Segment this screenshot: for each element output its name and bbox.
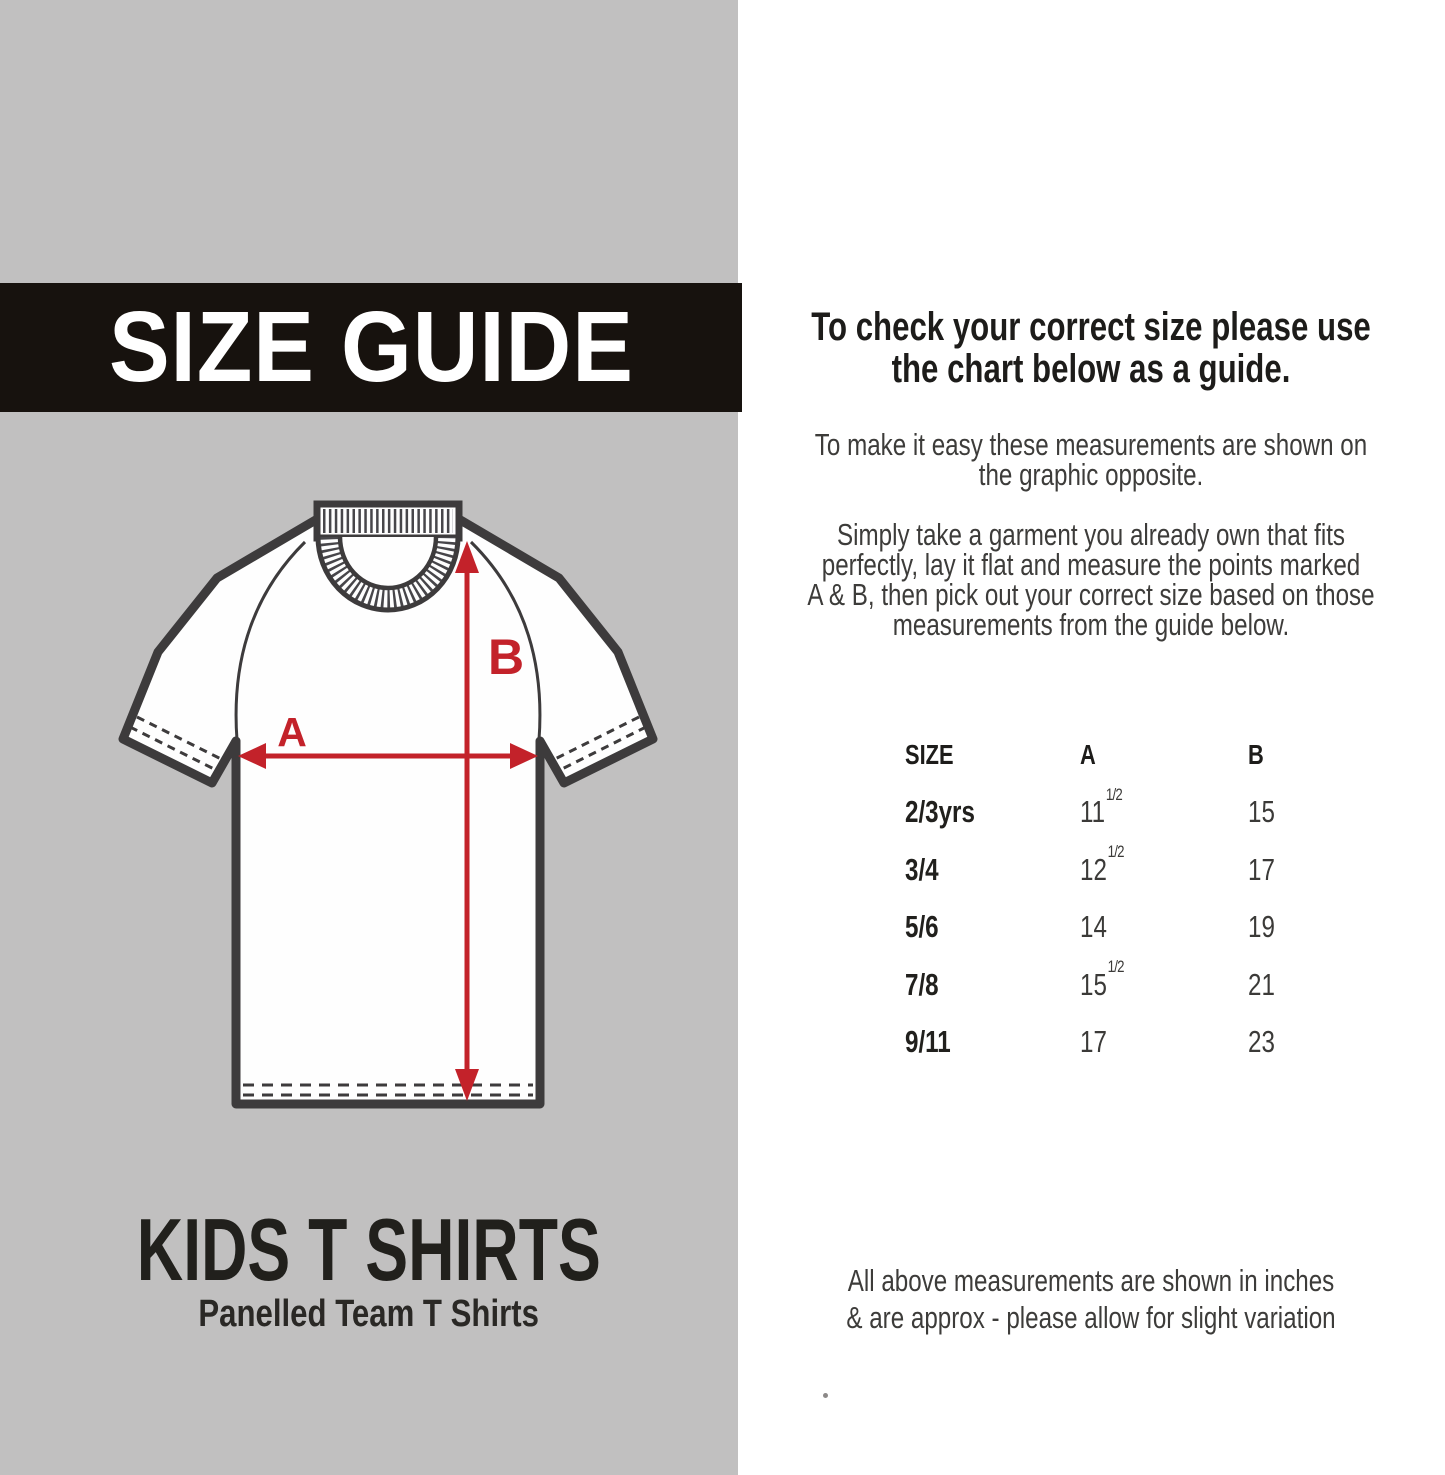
intro-line-1: To make it easy these measurements are s… <box>814 427 1368 462</box>
header-a: A <box>1080 738 1096 770</box>
header-b: B <box>1248 738 1264 770</box>
instructions-line-2: perfectly, lay it flat and measure the p… <box>821 547 1361 582</box>
collar-ribbing <box>315 536 461 613</box>
collar-band <box>313 500 463 542</box>
instructions-line-1: Simply take a garment you already own th… <box>836 517 1346 552</box>
armhole-seam-right <box>469 540 542 741</box>
banner-title: SIZE GUIDE <box>108 291 634 403</box>
instructions-text: Simply take a garment you already own th… <box>807 517 1374 642</box>
length-label-b: B <box>488 629 524 685</box>
fraction: 1/2 <box>1107 957 1125 977</box>
row-size-label: 3/4 <box>905 851 939 887</box>
tshirt-measurement-diagram: A B <box>118 500 658 1109</box>
table-row: 2/3yrs 111/2 15 <box>905 784 1325 842</box>
product-title-block: KIDS T SHIRTS <box>0 1204 738 1296</box>
row-size-label: 7/8 <box>905 966 939 1002</box>
product-title: KIDS T SHIRTS <box>137 1200 601 1299</box>
row-a-value: 14 <box>1080 909 1107 945</box>
product-subtitle-block: Panelled Team T Shirts <box>0 1294 738 1334</box>
hem-stitching <box>243 1083 533 1097</box>
table-row: 9/11 17 23 <box>905 1014 1325 1072</box>
cuff-stitching-right <box>552 715 647 772</box>
header-size: SIZE <box>905 738 954 770</box>
fraction: 1/2 <box>1105 784 1123 804</box>
intro-text: To make it easy these measurements are s… <box>814 427 1368 492</box>
table-row: 3/4 121/2 17 <box>905 841 1325 899</box>
size-table-header-row: SIZE A B <box>905 726 1325 784</box>
row-b-value: 19 <box>1248 909 1275 945</box>
row-a-value: 111/2 <box>1080 784 1123 830</box>
footnote-line-2: & are approx - please allow for slight v… <box>846 1300 1336 1335</box>
length-arrow-b <box>455 541 479 1101</box>
product-subtitle: Panelled Team T Shirts <box>198 1293 540 1335</box>
row-b-value: 23 <box>1248 1024 1275 1060</box>
row-size-label: 5/6 <box>905 909 939 945</box>
width-label-a: A <box>277 709 307 755</box>
fraction: 1/2 <box>1107 842 1125 862</box>
row-b-value: 21 <box>1248 966 1275 1002</box>
instructions-line-3: A & B, then pick out your correct size b… <box>807 577 1375 612</box>
row-b-value: 17 <box>1248 851 1275 887</box>
row-size-label: 9/11 <box>905 1024 951 1060</box>
armhole-seam-left <box>234 540 307 741</box>
footnote-line-1: All above measurements are shown in inch… <box>847 1263 1335 1298</box>
width-arrow-a <box>238 743 538 769</box>
check-size-heading: To check your correct size please use th… <box>811 306 1371 391</box>
row-a-value: 121/2 <box>1080 842 1125 887</box>
size-table: SIZE A B 2/3yrs 111/2 15 3/4 121/2 17 5/… <box>905 726 1325 1071</box>
row-b-value: 15 <box>1248 794 1275 830</box>
print-artifact-dot <box>823 1393 828 1398</box>
heading-line-1: To check your correct size please use <box>811 305 1371 349</box>
intro-line-2: the graphic opposite. <box>978 457 1204 492</box>
row-size-label: 2/3yrs <box>905 794 975 830</box>
instructions-line-4: measurements from the guide below. <box>892 607 1290 642</box>
cuff-stitching-left <box>129 715 224 772</box>
size-guide-banner: SIZE GUIDE <box>0 283 742 412</box>
row-a-value: 151/2 <box>1080 957 1125 1002</box>
table-row: 7/8 151/2 21 <box>905 956 1325 1014</box>
heading-line-2: the chart below as a guide. <box>891 347 1291 391</box>
footnote-text: All above measurements are shown in inch… <box>815 1262 1367 1336</box>
table-row: 5/6 14 19 <box>905 899 1325 957</box>
row-a-value: 17 <box>1080 1024 1107 1060</box>
shirt-outline <box>118 513 658 1109</box>
left-panel: A B KIDS T SHIRTS Panelled Team T Shirts <box>0 0 738 1475</box>
